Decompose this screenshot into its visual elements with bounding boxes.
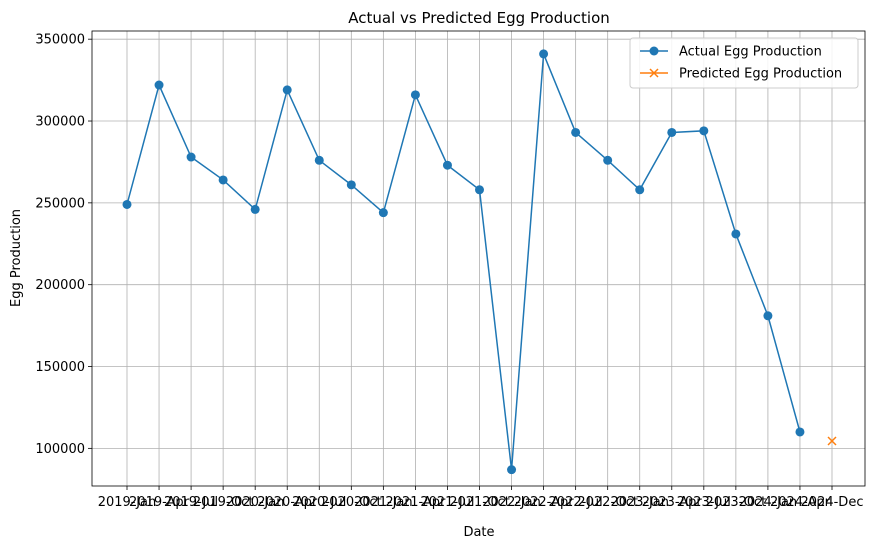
legend-label: Actual Egg Production bbox=[679, 45, 822, 60]
y-axis-label: Egg Production bbox=[9, 209, 24, 307]
x-tick-label: 2022-Jan bbox=[482, 495, 541, 510]
legend-marker bbox=[649, 46, 659, 56]
x-tick-label: 2020-Jan bbox=[226, 495, 285, 510]
y-tick-label: 350000 bbox=[35, 33, 85, 48]
x-tick-label: 2024-Apr bbox=[770, 495, 831, 510]
x-tick-label: 2021-Jan bbox=[354, 495, 413, 510]
x-tick-label: 2023-Apr bbox=[642, 495, 703, 510]
plot-frame bbox=[91, 30, 866, 487]
x-tick-label: 2020-Oct bbox=[321, 495, 382, 510]
y-tick-label: 100000 bbox=[35, 442, 85, 457]
data-point bbox=[699, 126, 709, 136]
series-line bbox=[126, 53, 801, 470]
x-tick-label: 2020-Jul bbox=[292, 495, 346, 510]
data-point bbox=[282, 85, 292, 95]
data-point bbox=[571, 127, 581, 137]
legend: Actual Egg Production Predicted Egg Produ… bbox=[629, 37, 859, 89]
x-axis-label: Date bbox=[463, 525, 494, 540]
x-tick-label: 2019-Jan bbox=[98, 495, 157, 510]
y-tick-label: 250000 bbox=[35, 196, 85, 211]
data-point bbox=[731, 229, 741, 239]
legend-item: Actual Egg Production bbox=[640, 45, 822, 60]
x-tick-label: 2023-Jan bbox=[610, 495, 669, 510]
plot-area bbox=[92, 31, 865, 486]
y-tick-label: 150000 bbox=[35, 360, 85, 375]
legend-label: Predicted Egg Production bbox=[679, 67, 842, 82]
data-point bbox=[410, 90, 420, 100]
axes: 2019-Jan2019-Apr2019-Jul2019-Oct2020-Jan… bbox=[35, 30, 866, 510]
x-tick-label: 2021-Oct bbox=[449, 495, 510, 510]
data-series bbox=[122, 49, 837, 475]
x-tick-label: 2023-Jul bbox=[677, 495, 731, 510]
data-point bbox=[442, 160, 452, 170]
data-point bbox=[603, 155, 613, 165]
x-tick-label: 2022-Apr bbox=[514, 495, 575, 510]
chart-title: Actual vs Predicted Egg Production bbox=[348, 9, 610, 27]
data-point bbox=[122, 199, 132, 209]
x-tick-label: 2019-Jul bbox=[164, 495, 218, 510]
data-point bbox=[250, 204, 260, 214]
legend-marker bbox=[649, 68, 659, 78]
x-tick-label: 2021-Jul bbox=[420, 495, 474, 510]
data-point bbox=[507, 465, 517, 475]
y-tick-label: 300000 bbox=[35, 115, 85, 130]
x-tick-label: 2024-Jan bbox=[739, 495, 798, 510]
x-tick-label: 2020-Apr bbox=[257, 495, 318, 510]
x-tick-label: 2022-Jul bbox=[549, 495, 603, 510]
data-point bbox=[667, 127, 677, 137]
data-point bbox=[635, 185, 645, 195]
data-point bbox=[763, 311, 773, 321]
legend-item: Predicted Egg Production bbox=[640, 67, 842, 82]
data-point bbox=[378, 208, 388, 218]
x-tick-label: 2019-Apr bbox=[129, 495, 190, 510]
data-point bbox=[186, 152, 196, 162]
marker-stroke bbox=[827, 436, 837, 446]
x-tick-label: 2019-Oct bbox=[193, 495, 254, 510]
data-point bbox=[475, 185, 484, 195]
data-point bbox=[539, 49, 549, 59]
x-tick-label: 2024-Dec bbox=[801, 495, 864, 510]
data-point bbox=[827, 436, 837, 446]
y-tick-label: 200000 bbox=[35, 278, 85, 293]
data-point bbox=[218, 175, 228, 185]
x-tick-label: 2022-Oct bbox=[577, 495, 638, 510]
data-point bbox=[154, 80, 164, 90]
data-point bbox=[346, 180, 356, 190]
x-tick-label: 2023-Oct bbox=[706, 495, 767, 510]
x-tick-label: 2021-Apr bbox=[385, 495, 446, 510]
data-point bbox=[314, 155, 324, 165]
legend-box bbox=[629, 37, 859, 89]
data-point bbox=[795, 427, 805, 437]
